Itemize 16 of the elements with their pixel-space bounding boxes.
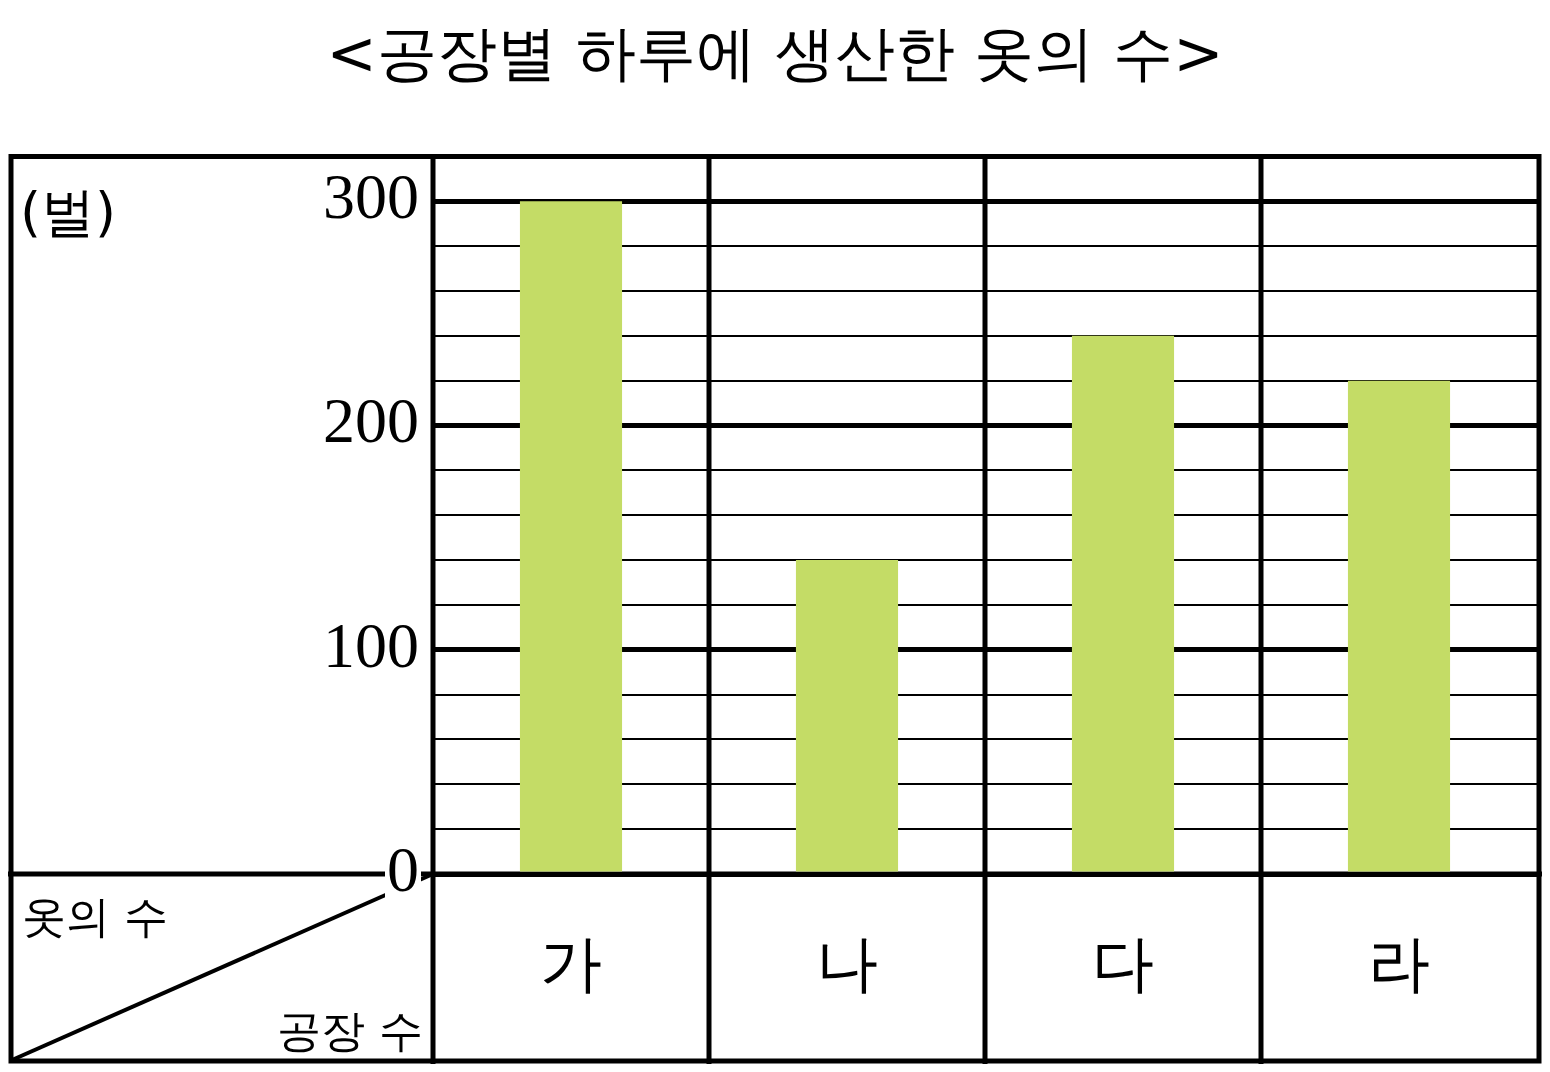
chart-title: <공장별 하루에 생산한 옷의 수> [325,17,1225,90]
y-tick-label: 300 [323,161,419,233]
text: (벌) [20,181,117,245]
y-axis-title: 옷의 수 [22,891,168,942]
y-tick-label: 100 [323,609,419,681]
x-tick-label: 라 [1368,927,1430,1001]
y-tick-label: 200 [323,385,419,457]
bar [519,201,623,872]
x-axis-title: 공장 수 [277,1005,423,1056]
bar [795,560,899,872]
y-tick-label: 0 [387,833,419,905]
x-tick-label: 나 [816,927,878,1001]
x-tick-label: 다 [1092,927,1154,1001]
bar [1347,380,1451,872]
bar [1071,335,1175,872]
x-tick-label: 가 [540,927,602,1001]
